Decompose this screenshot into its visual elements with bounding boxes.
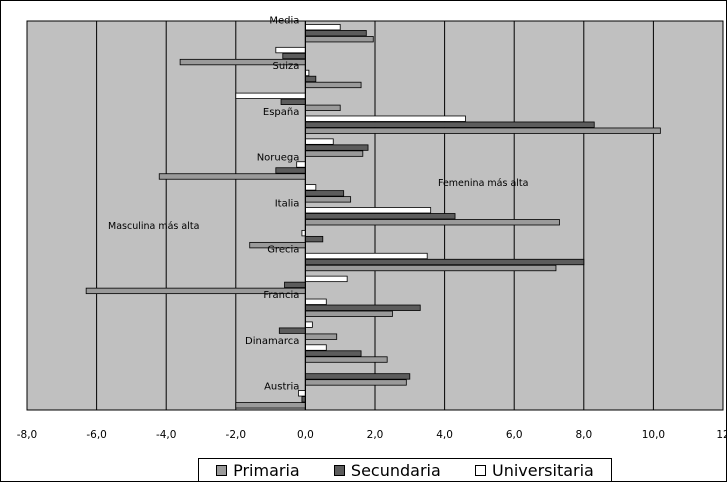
legend-label-primaria: Primaria <box>233 460 300 480</box>
category-label: Francia <box>263 290 299 301</box>
bar-universitaria <box>304 252 428 260</box>
bar-primaria <box>304 127 661 134</box>
legend-item-universitaria: Universitaria <box>474 460 594 480</box>
x-tick-label: -2,0 <box>226 429 247 441</box>
bar-primaria <box>235 402 306 409</box>
bar-universitaria <box>304 344 327 351</box>
bar-universitaria <box>275 46 306 54</box>
category-label: Dinamarca <box>245 336 299 347</box>
bar-primaria <box>304 264 557 272</box>
bar-primaria <box>304 81 362 89</box>
category-label: Austria <box>264 382 299 393</box>
bar-secundaria <box>304 121 595 128</box>
bar-secundaria <box>304 235 324 243</box>
legend: Primaria Secundaria Universitaria <box>198 458 612 482</box>
x-tick-labels: -8,0 -6,0 -4,0 -2,0 0,0 2,0 4,0 6,0 8,0 10,0 12 <box>17 429 727 441</box>
bar-universitaria <box>304 275 348 283</box>
bar-secundaria <box>304 30 367 37</box>
category-label: Noruega <box>257 153 300 164</box>
legend-swatch-universitaria <box>474 464 486 476</box>
bar-universitaria <box>304 24 341 31</box>
annotation-male-higher: Masculina más alta <box>108 221 199 232</box>
bar-universitaria <box>304 184 317 191</box>
bar-primaria <box>304 36 374 43</box>
bar-universitaria <box>235 92 306 99</box>
bar-secundaria <box>275 167 306 174</box>
bar-secundaria <box>304 373 411 380</box>
bar-primaria <box>304 310 393 317</box>
x-tick-label: 8,0 <box>575 429 592 441</box>
bar-primaria <box>304 356 388 363</box>
bar-secundaria <box>304 350 362 357</box>
bar-universitaria <box>298 390 306 397</box>
bar-universitaria <box>304 321 313 328</box>
bar-primaria <box>304 379 407 386</box>
bar-primaria <box>304 219 560 226</box>
category-label: Italia <box>275 199 300 210</box>
bar-secundaria <box>284 281 306 289</box>
bar-secundaria <box>304 213 456 220</box>
bars <box>85 21 661 410</box>
bar-universitaria <box>304 115 466 122</box>
x-tick-label: 4,0 <box>436 429 453 441</box>
x-tick-label: 0,0 <box>297 429 314 441</box>
category-label: España <box>263 107 299 118</box>
bar-secundaria <box>304 144 369 151</box>
bar-secundaria <box>304 304 421 311</box>
legend-swatch-secundaria <box>333 464 345 476</box>
bar-secundaria <box>304 190 345 197</box>
x-tick-label: 2,0 <box>367 429 384 441</box>
bar-primaria <box>304 150 364 157</box>
bar-primaria <box>304 333 338 340</box>
category-labels: Austria Dinamarca Francia Grecia Italia Norue… <box>245 15 299 392</box>
legend-item-primaria: Primaria <box>216 461 300 480</box>
bar-secundaria <box>278 327 306 334</box>
legend-item-secundaria: Secundaria <box>333 460 441 480</box>
bar-universitaria <box>304 298 327 305</box>
category-label: Media <box>269 15 299 26</box>
bar-universitaria <box>304 207 432 214</box>
bar-primaria <box>304 196 352 203</box>
category-label: Suiza <box>273 61 300 72</box>
legend-label-universitaria: Universitaria <box>491 460 594 480</box>
category-label: Grecia <box>267 244 299 255</box>
x-tick-label: -6,0 <box>86 429 107 441</box>
bar-secundaria <box>282 52 306 60</box>
x-tick-label: 10,0 <box>642 429 665 441</box>
legend-label-secundaria: Secundaria <box>350 460 441 480</box>
legend-swatch-primaria <box>216 464 228 476</box>
x-tick-label: -8,0 <box>17 429 38 441</box>
bar-secundaria <box>280 98 306 105</box>
bar-universitaria <box>304 138 334 145</box>
x-tick-label: 12 <box>716 429 727 441</box>
bar-secundaria <box>304 75 317 83</box>
x-tick-label: 6,0 <box>506 429 523 441</box>
bar-primaria <box>304 104 341 111</box>
bar-primaria <box>158 173 306 180</box>
bar-secundaria <box>304 258 585 266</box>
x-tick-label: -4,0 <box>156 429 177 441</box>
annotation-female-higher: Femenina más alta <box>438 178 528 189</box>
